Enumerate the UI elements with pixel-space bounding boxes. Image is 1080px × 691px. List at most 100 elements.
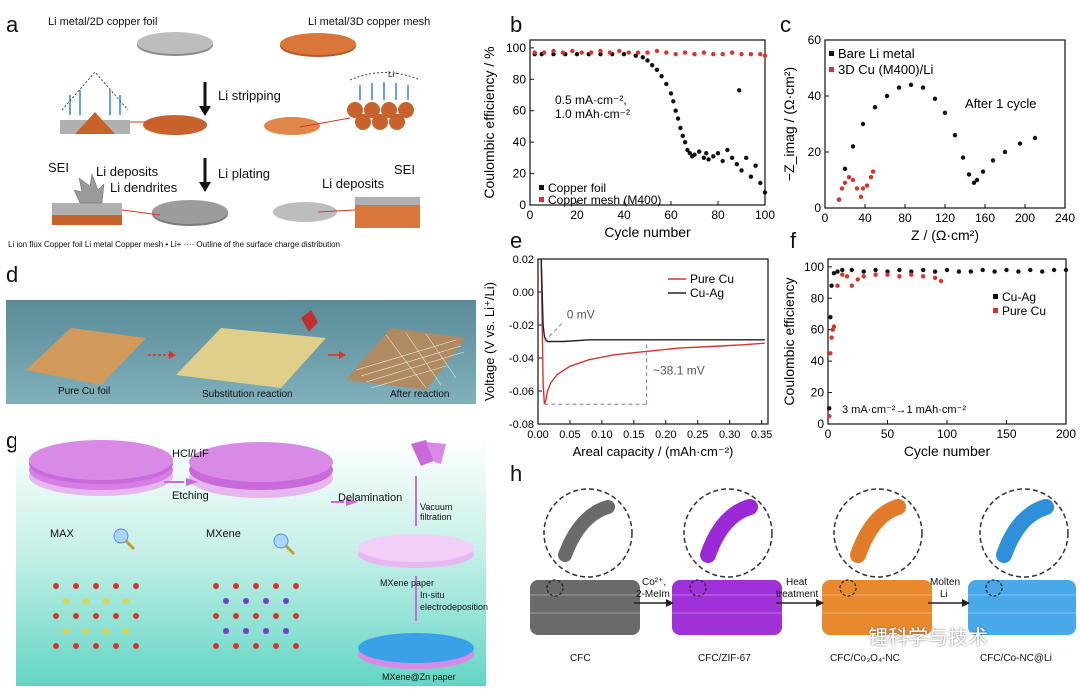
data-point xyxy=(711,51,716,57)
legend-a: Li ion flux Copper foil Li metal Copper … xyxy=(8,240,341,249)
label-molten: Molten xyxy=(930,577,961,588)
data-point xyxy=(829,335,834,340)
annotation-rate-line2: 1.0 mAh·cm⁻² xyxy=(555,107,630,121)
y-axis-label: Coulombic efficiency xyxy=(781,277,797,405)
data-point xyxy=(598,48,603,54)
x-tick-label: 0.05 xyxy=(559,429,580,441)
x-tick-label: 200 xyxy=(1015,211,1035,225)
data-point xyxy=(541,50,547,55)
panel-a: a xyxy=(0,0,480,255)
chart-b: 0 20 40 60 80 100 0 20 40 60 80 100 Cycle number Coul… xyxy=(481,39,775,240)
plot-frame xyxy=(827,258,1067,425)
data-point xyxy=(831,270,837,276)
data-point xyxy=(980,169,986,174)
panel-g-illustration xyxy=(29,440,474,669)
label-cfc: CFC xyxy=(570,653,591,664)
data-point xyxy=(704,150,709,156)
label-co-ion: Co²⁺, xyxy=(642,577,667,588)
data-point xyxy=(1004,267,1009,273)
label-delamination: Delamination xyxy=(338,492,403,504)
y-tick-label: 40 xyxy=(808,89,822,103)
x-axis-label: Z / (Ω·cm²) xyxy=(911,227,979,243)
data-point xyxy=(842,166,848,171)
label-pure-cu-foil: Pure Cu foil xyxy=(58,386,111,397)
data-point xyxy=(884,93,890,99)
chart-f: 0 50 100 150 200 0 20 40 60 80 100 Cycle number Coul… xyxy=(781,258,1076,459)
label-li-plus: Li⁺ xyxy=(388,70,399,79)
data-point xyxy=(758,180,763,186)
data-point xyxy=(860,121,866,127)
data-point xyxy=(744,155,749,161)
data-point xyxy=(671,99,676,104)
data-point xyxy=(729,50,735,55)
y-tick-label: 20 xyxy=(808,145,822,159)
guide-line xyxy=(544,321,564,342)
series-line xyxy=(540,258,765,405)
x-tick-label: 80 xyxy=(898,211,912,225)
data-point xyxy=(762,190,768,195)
data-point xyxy=(720,51,725,57)
data-point xyxy=(650,62,655,68)
label-cfc-co-nc-li: CFC/Co-NC@Li xyxy=(980,653,1052,664)
x-tick-label: 60 xyxy=(664,208,678,222)
data-point xyxy=(849,267,854,273)
y-tick-label: 0.02 xyxy=(513,254,534,266)
legend-swatch xyxy=(829,51,834,56)
data-point xyxy=(551,48,556,54)
y-axis-label: Voltage (V vs. Li⁺/Li) xyxy=(482,282,497,401)
label-sei-right: SEI xyxy=(394,162,415,177)
data-point xyxy=(885,272,890,277)
data-point xyxy=(687,150,692,156)
x-tick-label: 0 xyxy=(822,211,829,225)
label-heat: Heat xyxy=(786,577,808,588)
label-li-plating: Li plating xyxy=(218,166,271,181)
legend-label: Pure Cu xyxy=(1002,304,1046,318)
data-point xyxy=(849,283,854,288)
data-point xyxy=(920,85,926,90)
data-point xyxy=(944,267,950,273)
data-point xyxy=(725,147,730,153)
x-tick-label: 200 xyxy=(1056,427,1076,441)
data-point xyxy=(701,155,707,161)
data-point xyxy=(855,277,860,282)
data-point xyxy=(861,269,866,274)
data-point xyxy=(840,272,845,277)
data-point xyxy=(685,147,690,153)
panel-h-illustration xyxy=(530,488,1076,635)
legend-swatch xyxy=(539,197,544,202)
label-deposits-left: Li deposits xyxy=(96,164,159,179)
data-point xyxy=(897,267,902,273)
label-cfc-zif: CFC/ZIF-67 xyxy=(698,653,751,664)
data-point xyxy=(850,144,856,149)
data-point xyxy=(968,269,973,274)
panel-label-f: f xyxy=(790,228,797,253)
data-point xyxy=(654,48,660,54)
data-point xyxy=(990,158,996,163)
data-point xyxy=(835,283,840,288)
y-tick-label: 60 xyxy=(811,323,825,337)
data-point xyxy=(664,50,669,55)
panel-h: h CFC Co²⁺, 2-MeIm CFC/ZIF-6 xyxy=(500,455,1080,688)
data-point xyxy=(846,175,852,180)
x-tick-label: 160 xyxy=(975,211,995,225)
x-axis-label: Areal capacity / (mAh·cm⁻²) xyxy=(573,444,734,459)
data-point xyxy=(1032,135,1038,141)
data-point xyxy=(633,53,638,58)
x-tick-label: 40 xyxy=(858,211,872,225)
y-tick-label: 0 xyxy=(817,417,824,431)
data-point xyxy=(908,82,914,87)
label-cfc-co3o4: CFC/Co₃O₄-NC xyxy=(830,653,900,664)
y-tick-label: 20 xyxy=(513,167,527,181)
y-tick-label: 80 xyxy=(513,72,527,86)
data-point xyxy=(673,51,678,57)
panel-g-scene: HCl/LiF Etching Delamination Vacuum filt… xyxy=(16,436,488,686)
annotation-after-cycle: After 1 cycle xyxy=(965,96,1037,111)
data-point xyxy=(1051,267,1057,273)
panel-label-d: d xyxy=(6,262,19,287)
y-tick-label: 40 xyxy=(513,135,527,149)
data-point xyxy=(992,269,997,274)
data-point xyxy=(873,267,878,273)
legend-label: 3D Cu (M400)/Li xyxy=(838,62,933,77)
label-deposits-right: Li deposits xyxy=(322,176,385,191)
data-point xyxy=(956,269,962,274)
